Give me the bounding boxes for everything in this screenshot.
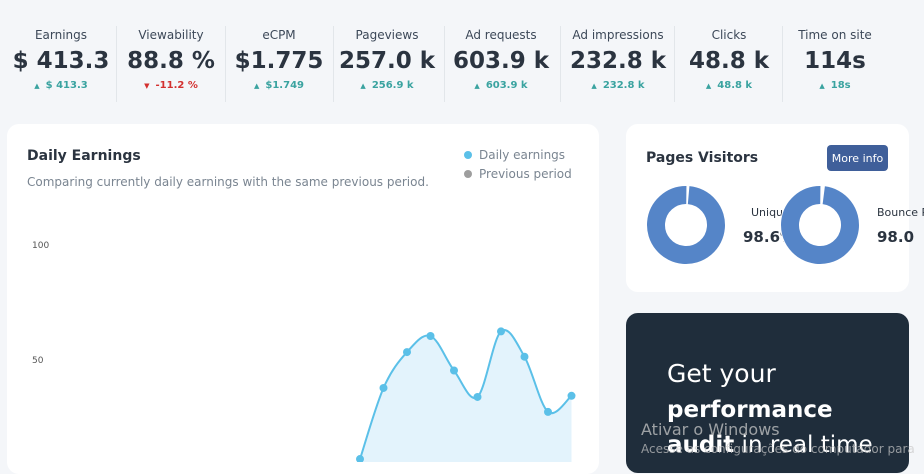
divider (333, 26, 334, 102)
stat-value: 114s (804, 48, 866, 74)
stat: Time on site 114s ▲ 18s (780, 0, 890, 102)
trend-arrow: ▲ (705, 82, 712, 90)
trend-arrow: ▲ (591, 82, 597, 90)
trend-arrow: ▲ (254, 82, 260, 90)
page: Earnings $ 413.3 ▲ $ 413.3 Viewability 88.8 %… (6, 0, 924, 474)
card-title: Daily Earnings (27, 148, 141, 164)
stat: Ad impressions 232.8 k ▲ 232.8 k (563, 0, 673, 102)
point (497, 327, 505, 336)
promo-line: audit in real time (667, 432, 873, 458)
stat-label: Clicks (711, 28, 747, 42)
stat-value: $ 413.3 (12, 48, 110, 74)
watermark-title: Ativar o Windows (641, 420, 780, 439)
stat-label: Pageviews (355, 28, 419, 42)
promo-bold: audit (667, 432, 734, 458)
area (360, 330, 572, 462)
stat-value: 88.8 % (127, 48, 215, 74)
delta-value: $ 413.3 (45, 80, 88, 91)
watermark-text: Acesse as configurações do computador pa… (641, 442, 915, 456)
trend-arrow: ▼ (144, 82, 150, 90)
card-subtitle: Comparing currently daily earnings with … (27, 175, 429, 189)
more-info-button[interactable] (827, 145, 888, 171)
stat-label: Ad requests (465, 28, 537, 42)
trend-arrow: ▲ (819, 82, 825, 90)
point (544, 407, 552, 416)
donut-label: Bounce Ra (877, 206, 924, 219)
point (403, 348, 411, 357)
line (359, 329, 573, 460)
divider (116, 26, 117, 102)
delta-value: 603.9 k (485, 80, 528, 91)
overlay: Daily Earnings Comparing currently daily… (27, 145, 924, 462)
delta-value: $1.749 (265, 80, 304, 91)
delta-value: 232.8 k (602, 80, 645, 91)
promo-card (626, 313, 909, 473)
point (379, 383, 388, 392)
promo-rest: in real time (734, 432, 872, 458)
donut-value: 98.0 (877, 228, 914, 246)
point (356, 455, 364, 462)
stat-delta: ▲ 232.8 k (563, 80, 673, 91)
legend-dot (464, 151, 472, 159)
stat-value: $1.775 (234, 48, 324, 74)
point (567, 391, 576, 400)
stat-delta: ▲ 48.8 k (674, 80, 784, 91)
donut-arc (647, 186, 725, 264)
stat-value: 257.0 k (338, 48, 436, 74)
button-label[interactable]: More info (832, 152, 884, 165)
stat-label: Time on site (798, 28, 872, 42)
divider (444, 26, 445, 102)
delta-value: -11.2 % (155, 80, 198, 91)
stat-delta: ▲ 603.9 k (446, 80, 556, 91)
stat: Ad requests 603.9 k ▲ 603.9 k (446, 0, 556, 102)
stat-delta: ▼ -11.2 % (116, 80, 226, 91)
point (473, 392, 482, 401)
stat: Earnings $ 413.3 ▲ $ 413.3 (6, 0, 116, 102)
divider (225, 26, 226, 102)
y-tick-label: 100 (32, 241, 49, 251)
legend-dot (464, 170, 472, 178)
stat-label: eCPM (262, 28, 296, 42)
stat-value: 232.8 k (569, 48, 667, 74)
stat-delta: ▲ $ 413.3 (6, 80, 116, 91)
divider (559, 26, 561, 102)
delta-value: 18s (830, 80, 851, 91)
card-title: Pages Visitors (646, 150, 758, 166)
donut-label: Unique (751, 206, 790, 219)
stat-delta: ▲ 256.9 k (332, 80, 442, 91)
divider (782, 26, 783, 102)
donut-arc (781, 186, 859, 264)
trend-arrow: ▲ (360, 82, 366, 90)
stat-label: Ad impressions (572, 28, 664, 42)
trend-arrow: ▲ (34, 82, 40, 90)
stat-label: Viewability (138, 28, 204, 42)
delta-value: 48.8 k (717, 80, 753, 91)
promo-line: performance (667, 397, 833, 423)
delta-value: 256.9 k (371, 80, 414, 91)
legend-label: Daily earnings (479, 148, 565, 162)
stat: eCPM $1.775 ▲ $1.749 (224, 0, 334, 102)
promo-line: Get your (667, 359, 776, 388)
stat-label: Earnings (34, 28, 88, 42)
stat: Pageviews 257.0 k ▲ 256.9 k (332, 0, 442, 102)
stat: Viewability 88.8 % ▼ -11.2 % (116, 0, 226, 102)
point (450, 366, 458, 375)
stat-value: 48.8 k (688, 48, 770, 74)
stat-value: 603.9 k (452, 48, 550, 74)
divider (673, 26, 675, 102)
trend-arrow: ▲ (474, 82, 480, 90)
stat-delta: ▲ 18s (780, 80, 890, 91)
y-tick-label: 50 (32, 356, 44, 366)
legend-label: Previous period (479, 167, 572, 181)
point (520, 352, 529, 361)
stat: Clicks 48.8 k ▲ 48.8 k (674, 0, 784, 102)
stat-delta: ▲ $1.749 (224, 80, 334, 91)
point (426, 332, 435, 340)
